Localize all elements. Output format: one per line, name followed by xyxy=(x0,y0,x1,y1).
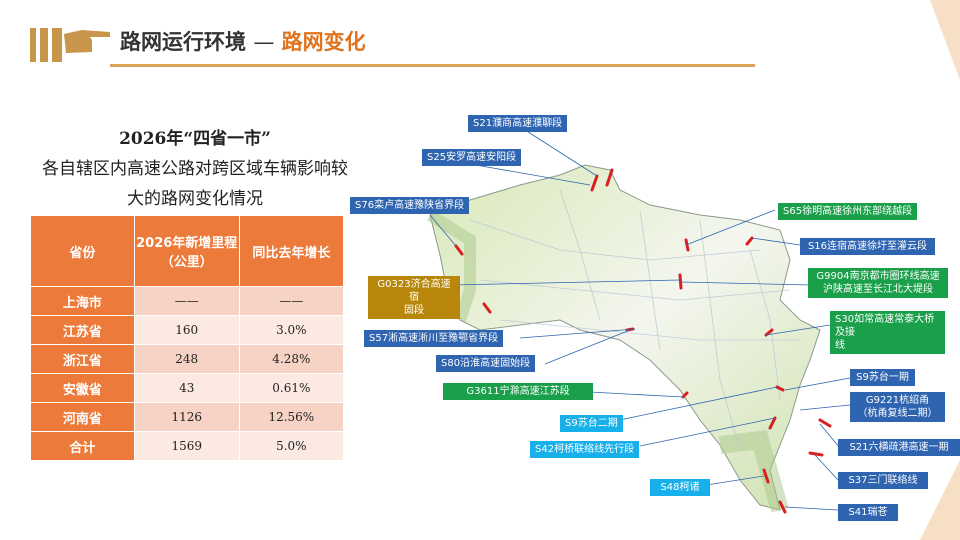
label-g0323: G0323济合高速宿 固段 xyxy=(368,276,460,319)
cell-growth: —— xyxy=(238,286,345,316)
label-g3611: G3611宁滁高速江苏段 xyxy=(443,383,593,400)
label-s21-liuheng: S21六横疏港高速一期 xyxy=(838,439,960,456)
label-g9904: G9904南京都市圈环线高速 沪陕高速至长江北大堤段 xyxy=(808,268,948,298)
cell-growth: 12.56% xyxy=(238,402,345,432)
table-row: 浙江省 248 4.28% xyxy=(30,344,345,374)
label-s21: S21濮商高速濮聊段 xyxy=(468,115,568,132)
label-s9-phase1: S9苏台一期 xyxy=(850,369,915,386)
label-s9-phase2: S9苏台二期 xyxy=(560,415,623,432)
cell-mileage: 1126 xyxy=(133,402,240,432)
label-s76: S76栾卢高速豫陕省界段 xyxy=(350,197,470,214)
label-s57: S57淅高速淅川至豫鄂省界段 xyxy=(364,330,504,347)
cell-province: 浙江省 xyxy=(30,344,135,374)
road-network-table: 省份 2026年新增里程（公里） 同比去年增长 上海市 —— —— 江苏省 16… xyxy=(30,215,345,461)
region-outline xyxy=(429,164,821,511)
header-mileage: 2026年新增里程（公里） xyxy=(133,215,240,287)
label-s65: S65徐明高速徐州东部绕越段 xyxy=(778,203,918,220)
cell-province: 河南省 xyxy=(30,402,135,432)
cell-growth: 0.61% xyxy=(238,373,345,403)
table-heading-line3: 大的路网变化情况 xyxy=(127,189,263,209)
cell-province: 合计 xyxy=(30,431,135,461)
table-row: 合计 1569 5.0% xyxy=(30,431,345,461)
table-row: 江苏省 160 3.0% xyxy=(30,315,345,345)
label-s42: S42柯桥联络线先行段 xyxy=(530,441,640,458)
title-underline xyxy=(110,64,755,67)
label-g9221: G9221杭绍甬 （杭甬复线二期） xyxy=(850,392,945,422)
cell-mileage: 1569 xyxy=(133,431,240,461)
table-row: 上海市 —— —— xyxy=(30,286,345,316)
cell-growth: 3.0% xyxy=(238,315,345,345)
label-s30: S30如常高速常泰大桥及接 线 xyxy=(830,311,945,354)
table-heading-line1: 2026年“四省一市” xyxy=(119,129,271,149)
label-s41: S41瑞苍 xyxy=(838,504,898,521)
label-s48: S48柯诸 xyxy=(650,479,710,496)
pointing-hand-icon xyxy=(64,30,110,53)
cell-mileage: 248 xyxy=(133,344,240,374)
label-s80: S80沿淮高速固始段 xyxy=(436,355,536,372)
cell-growth: 5.0% xyxy=(238,431,345,461)
cell-growth: 4.28% xyxy=(238,344,345,374)
label-s25: S25安罗高速安阳段 xyxy=(422,149,522,166)
header-province: 省份 xyxy=(30,215,135,287)
cell-province: 上海市 xyxy=(30,286,135,316)
label-s37: S37三门联络线 xyxy=(838,472,928,489)
label-s16: S16连宿高速徐圩至灌云段 xyxy=(800,238,935,255)
cell-mileage: —— xyxy=(133,286,240,316)
table-row: 河南省 1126 12.56% xyxy=(30,402,345,432)
corner-decoration xyxy=(920,0,960,540)
cell-province: 安徽省 xyxy=(30,373,135,403)
table-heading-line2: 各自辖区内高速公路对跨区域车辆影响较 xyxy=(42,159,348,179)
page-title: 路网运行环境 — 路网变化 xyxy=(120,30,366,54)
